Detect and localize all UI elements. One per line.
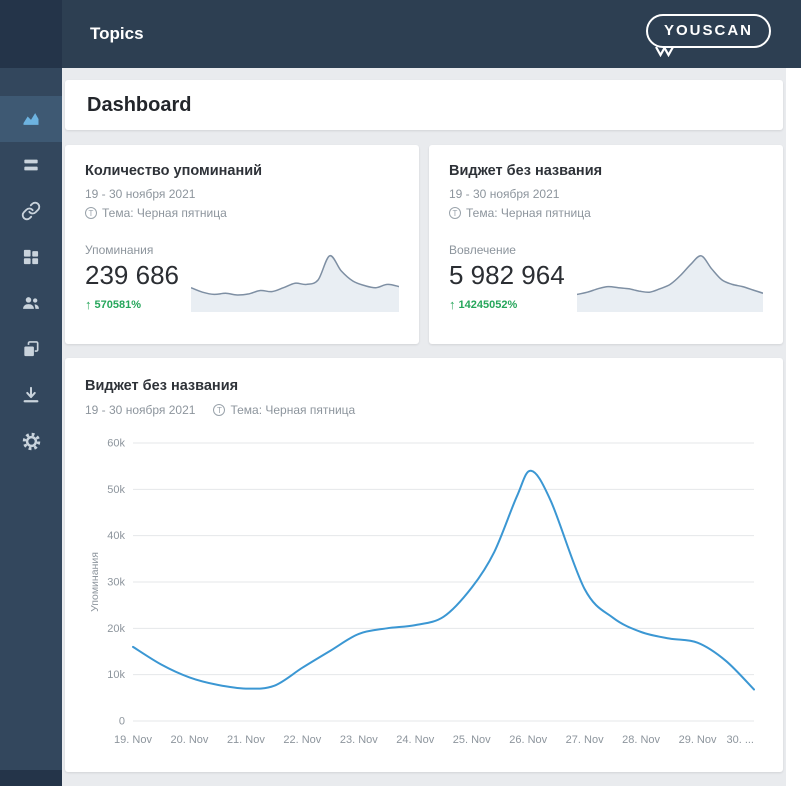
svg-text:30. ...: 30. ... xyxy=(726,734,754,746)
topic-icon: Т xyxy=(449,207,461,219)
widget-title: Виджет без названия xyxy=(85,378,239,394)
mentions-line-chart[interactable]: 0 10k 20k 30k 40k 50k 60k 19. Nov 20. Nov 21. Nov… xyxy=(85,433,762,751)
widget-title: Количество упоминаний xyxy=(85,163,263,179)
list-icon xyxy=(24,159,38,171)
grid-icon xyxy=(23,249,39,265)
main-content: Dashboard Количество упоминаний 19 - 30 … xyxy=(62,68,786,786)
topbar-title: Topics xyxy=(90,24,144,43)
delta-value: 570581% xyxy=(94,298,142,311)
svg-text:28. Nov: 28. Nov xyxy=(622,734,660,746)
sidebar-item-settings[interactable] xyxy=(0,418,62,464)
sidebar-item-widgets[interactable] xyxy=(0,234,62,280)
svg-text:40k: 40k xyxy=(107,530,125,542)
sidebar-bottom-block xyxy=(0,770,62,786)
delta-up-icon: ↑ xyxy=(85,297,92,312)
widget-period: 19 - 30 ноября 2021 xyxy=(85,187,196,201)
link-icon xyxy=(21,201,41,221)
widget-title: Виджет без названия xyxy=(449,163,603,179)
svg-text:21. Nov: 21. Nov xyxy=(227,734,265,746)
widget-period: 19 - 30 ноября 2021 xyxy=(85,403,196,417)
engagement-widget: Виджет без названия 19 - 30 ноября 2021 … xyxy=(429,145,783,344)
topic-label: Тема: Черная пятница xyxy=(230,403,356,417)
topbar: Topics YOUSCAN xyxy=(0,0,801,68)
svg-text:22. Nov: 22. Nov xyxy=(283,734,321,746)
area-chart-icon xyxy=(23,113,39,125)
svg-text:27. Nov: 27. Nov xyxy=(566,734,604,746)
svg-text:24. Nov: 24. Nov xyxy=(396,734,434,746)
svg-text:25. Nov: 25. Nov xyxy=(453,734,491,746)
widget-period: 19 - 30 ноября 2021 xyxy=(449,187,560,201)
sidebar-item-export[interactable] xyxy=(0,372,62,418)
sparkline-wrap xyxy=(576,242,763,312)
svg-text:Упоминания: Упоминания xyxy=(89,552,101,612)
engagement-sparkline-chart xyxy=(576,242,763,312)
people-icon xyxy=(23,297,39,309)
metric-delta: ↑ 570581% xyxy=(85,297,179,312)
svg-text:60k: 60k xyxy=(107,438,125,450)
svg-text:19. Nov: 19. Nov xyxy=(114,734,152,746)
youscan-logo: YOUSCAN xyxy=(645,14,771,57)
topic-label: Тема: Черная пятница xyxy=(466,206,591,220)
svg-text:23. Nov: 23. Nov xyxy=(340,734,378,746)
mentions-count-widget: Количество упоминаний 19 - 30 ноября 202… xyxy=(65,145,419,344)
svg-text:0: 0 xyxy=(119,716,125,728)
download-icon xyxy=(23,386,39,403)
metric-label: Вовлечение xyxy=(449,243,516,257)
sidebar-item-audience[interactable] xyxy=(0,280,62,326)
svg-text:20k: 20k xyxy=(107,623,125,635)
sidebar-item-links[interactable] xyxy=(0,188,62,234)
topic-icon: Т xyxy=(213,404,226,416)
metric-label: Упоминания xyxy=(85,243,154,257)
topic-icon: Т xyxy=(85,207,97,219)
logo-check-icon xyxy=(655,46,674,57)
dashboard-header-card: Dashboard xyxy=(65,80,783,130)
metric-delta: ↑ 14245052% xyxy=(449,297,565,312)
gear-icon xyxy=(22,432,40,450)
metric-value: 5 982 964 xyxy=(449,260,565,290)
svg-text:29. Nov: 29. Nov xyxy=(679,734,717,746)
sidebar xyxy=(0,68,62,786)
sidebar-item-dashboard[interactable] xyxy=(0,96,62,142)
svg-text:10k: 10k xyxy=(107,669,125,681)
youscan-logo-text: YOUSCAN xyxy=(645,14,771,48)
delta-up-icon: ↑ xyxy=(449,297,456,312)
sparkline-wrap xyxy=(190,242,399,312)
svg-text:50k: 50k xyxy=(107,484,125,496)
copy-icon xyxy=(24,341,39,357)
page-title: Dashboard xyxy=(87,93,192,116)
mentions-trend-widget: Виджет без названия 19 - 30 ноября 2021 … xyxy=(65,358,783,772)
sidebar-item-mentions-feed[interactable] xyxy=(0,142,62,188)
topbar-corner-block xyxy=(0,0,62,68)
svg-text:30k: 30k xyxy=(107,577,125,589)
delta-value: 14245052% xyxy=(458,298,518,311)
topic-label: Тема: Черная пятница xyxy=(102,206,227,220)
widget-topic: Т Тема: Черная пятница xyxy=(85,206,399,220)
widget-topic: Т Тема: Черная пятница xyxy=(213,403,355,417)
mentions-sparkline-chart xyxy=(190,242,399,312)
sidebar-item-reports[interactable] xyxy=(0,326,62,372)
metric-value: 239 686 xyxy=(85,260,179,290)
svg-text:26. Nov: 26. Nov xyxy=(509,734,547,746)
svg-text:20. Nov: 20. Nov xyxy=(170,734,208,746)
widget-topic: Т Тема: Черная пятница xyxy=(449,206,763,220)
